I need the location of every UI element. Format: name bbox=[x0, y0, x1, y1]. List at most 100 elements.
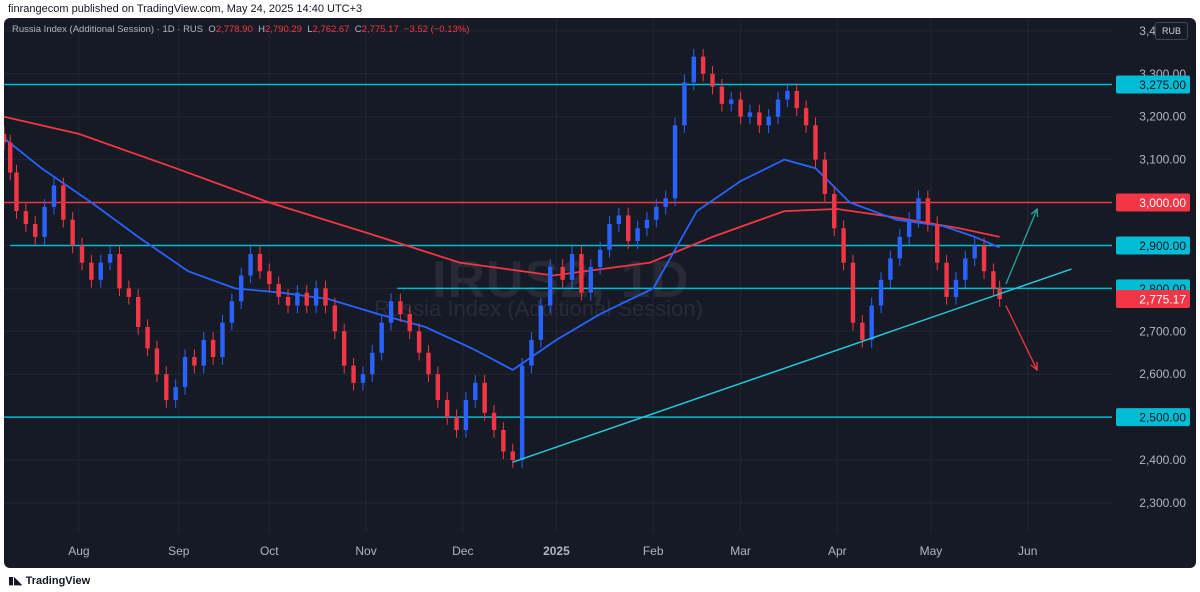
candle-body bbox=[850, 262, 856, 323]
price-label-text: 2,900.00 bbox=[1139, 239, 1186, 253]
x-tick-label: Mar bbox=[730, 544, 751, 558]
published-text: finrangecom published on TradingView.com… bbox=[8, 3, 363, 15]
candle-body bbox=[547, 266, 553, 306]
candle-body bbox=[700, 56, 706, 74]
candle-body bbox=[117, 254, 122, 289]
candle-body bbox=[501, 430, 506, 452]
arrow-down-shaft bbox=[1005, 305, 1038, 371]
price-label-text: 3,000.00 bbox=[1139, 196, 1186, 210]
candle-body bbox=[644, 219, 650, 229]
ma-fast-line bbox=[4, 137, 1000, 371]
candle-body bbox=[192, 357, 197, 366]
candle-body bbox=[473, 382, 478, 400]
candle-body bbox=[813, 125, 818, 160]
y-tick-label: 3,200.00 bbox=[1139, 110, 1186, 124]
arrow-down-head bbox=[1030, 361, 1038, 372]
candle-body bbox=[136, 296, 141, 327]
candle-body bbox=[510, 451, 515, 461]
candle-body bbox=[323, 288, 328, 306]
legend-l-value: 2,762.67 bbox=[312, 24, 350, 35]
candle-body bbox=[98, 262, 103, 280]
candle-body bbox=[210, 339, 216, 358]
x-tick-label: Jun bbox=[1018, 544, 1037, 558]
price-label-text: 2,500.00 bbox=[1139, 411, 1186, 425]
candle-body bbox=[42, 206, 47, 237]
legend-h-value: 2,790.29 bbox=[264, 24, 302, 35]
candle-body bbox=[841, 228, 846, 263]
candle-body bbox=[61, 185, 66, 220]
tradingview-logo[interactable]: ▮◣ TradingView bbox=[8, 574, 90, 587]
candle-body bbox=[398, 301, 403, 315]
price-label-box bbox=[1116, 75, 1190, 94]
price-label-text: 2,775.17 bbox=[1139, 293, 1186, 307]
x-tick-label: Oct bbox=[260, 544, 279, 558]
candle-body bbox=[267, 271, 272, 285]
legend-o-label: O bbox=[208, 24, 216, 35]
candle-body bbox=[672, 125, 678, 199]
candle-body bbox=[482, 382, 487, 413]
x-tick-label: Aug bbox=[68, 544, 89, 558]
x-tick-label: Nov bbox=[355, 544, 376, 558]
candle-body bbox=[70, 219, 75, 246]
currency-button[interactable]: RUB bbox=[1154, 22, 1188, 40]
candle-body bbox=[491, 412, 497, 430]
candle-body bbox=[897, 236, 902, 259]
x-tick-label: Dec bbox=[452, 544, 473, 558]
candle-body bbox=[888, 258, 893, 280]
candle-body bbox=[860, 322, 865, 340]
legend: Russia Index (Additional Session) · 1D ·… bbox=[12, 24, 469, 35]
candle-body bbox=[766, 116, 771, 126]
candle-body bbox=[360, 374, 366, 383]
x-tick-label: 2025 bbox=[543, 544, 570, 558]
candle-body bbox=[201, 339, 206, 366]
candle-body bbox=[164, 374, 169, 400]
price-label-box bbox=[1116, 408, 1190, 427]
candle-body bbox=[8, 142, 13, 173]
candle-body bbox=[173, 387, 178, 400]
candle-body bbox=[416, 331, 422, 353]
candle-body bbox=[79, 245, 85, 263]
legend-l-label: L bbox=[307, 24, 313, 35]
candle-body bbox=[663, 198, 668, 207]
candle-body bbox=[869, 305, 874, 340]
candle-body bbox=[14, 172, 19, 212]
price-label-box bbox=[1116, 290, 1190, 309]
y-tick-label: 2,600.00 bbox=[1139, 367, 1186, 381]
x-tick-label: Apr bbox=[828, 544, 847, 558]
candle-body bbox=[285, 296, 291, 306]
candle-body bbox=[719, 86, 725, 104]
candle-body bbox=[935, 224, 940, 263]
candle-body bbox=[963, 258, 968, 280]
ma-slow-line bbox=[4, 115, 1000, 277]
candle-body bbox=[107, 254, 113, 263]
chart-panel[interactable]: IRUS2, 1D Russia Index (Additional Sessi… bbox=[4, 18, 1196, 568]
tradingview-brand: TradingView bbox=[25, 575, 91, 587]
x-tick-label: Feb bbox=[643, 544, 664, 558]
candle-body bbox=[519, 365, 525, 461]
candle-body bbox=[304, 292, 309, 306]
x-tick-label: May bbox=[920, 544, 943, 558]
candle-body bbox=[220, 322, 225, 358]
candle-body bbox=[635, 228, 640, 242]
price-chart[interactable]: 2,300.00 2,400.00 2,500.00 2,600.00 2,700.00… bbox=[4, 18, 1196, 568]
footer: ▮◣ TradingView bbox=[0, 568, 1200, 592]
legend-h-label: H bbox=[258, 24, 265, 35]
watermark-ticker: IRUS2, 1D bbox=[432, 251, 690, 309]
candle-body bbox=[616, 215, 622, 224]
candle-body bbox=[654, 206, 659, 220]
candle-body bbox=[953, 279, 959, 297]
y-tick-label: 2,400.00 bbox=[1139, 453, 1186, 467]
candle-body bbox=[588, 266, 593, 293]
candle-body bbox=[822, 159, 828, 194]
candle-body bbox=[607, 224, 612, 250]
y-tick-label: 2,700.00 bbox=[1139, 324, 1186, 338]
candle-body bbox=[944, 262, 949, 297]
candle-body bbox=[832, 193, 837, 229]
price-label-box bbox=[1116, 236, 1190, 255]
candle-body bbox=[154, 348, 160, 375]
candle-body bbox=[435, 374, 441, 400]
candle-body bbox=[560, 266, 565, 280]
candle-body bbox=[991, 271, 996, 289]
candle-body bbox=[972, 245, 977, 259]
y-tick-label: 2,300.00 bbox=[1139, 496, 1186, 510]
